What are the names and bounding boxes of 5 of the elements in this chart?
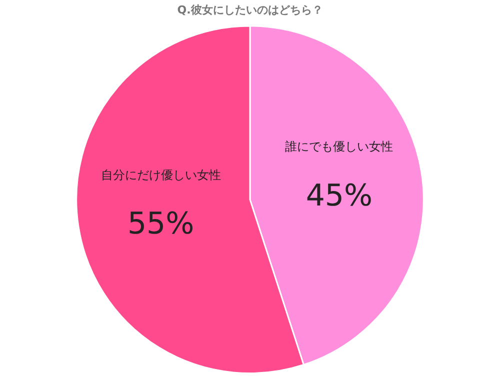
slice-label: 誰にでも優しい女性 <box>285 140 394 154</box>
data-label: 45% <box>306 178 373 214</box>
data-label: 55% <box>127 206 194 242</box>
slice-label: 自分にだけ優しい女性 <box>100 168 221 182</box>
chart-title: Q.彼女にしたいのはどちら？ <box>177 3 323 16</box>
